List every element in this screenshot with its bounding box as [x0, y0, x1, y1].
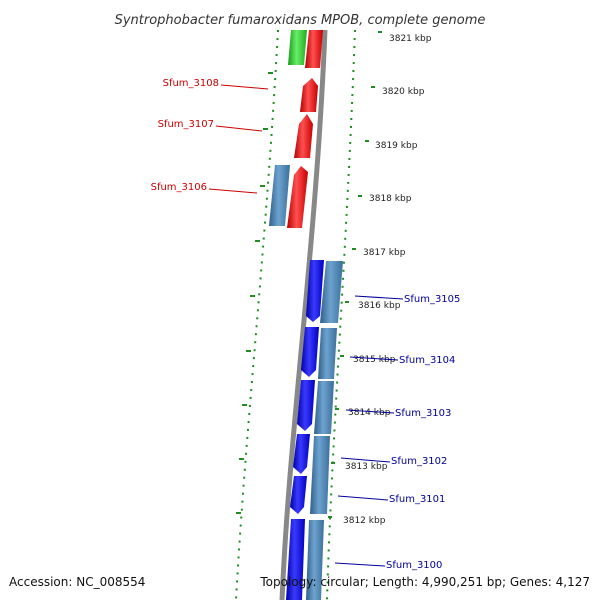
- map-title: Syntrophobacter fumaroxidans MPOB, compl…: [115, 13, 486, 28]
- gene-feature-sfum-3105[interactable]: [306, 260, 324, 322]
- inner-track-ticks: [236, 72, 273, 514]
- gene-feature-sfum-3107[interactable]: [294, 114, 313, 158]
- outer-dotted-track: [326, 29, 356, 600]
- topology-text: Topology: circular; Length: 4,990,251 bp…: [259, 575, 590, 589]
- scale-label: 3812 kbp: [343, 516, 386, 526]
- gene-label-sfum-3101[interactable]: Sfum_3101: [389, 494, 445, 505]
- genome-backbone: [279, 29, 328, 600]
- scale-labels: 3821 kbp 3820 kbp 3819 kbp 3818 kbp 3817…: [343, 34, 432, 526]
- gene-feature-sfum-3100[interactable]: [286, 519, 305, 600]
- scale-ticks: [328, 31, 382, 518]
- gene-label-sfum-3108[interactable]: Sfum_3108: [163, 78, 219, 89]
- gene-labels-right: Sfum_3105 Sfum_3104 Sfum_3103 Sfum_3102 …: [334, 294, 460, 571]
- gene-labels-left: Sfum_3108 Sfum_3107 Sfum_3106: [151, 78, 269, 194]
- gene-feature-sfum-3108[interactable]: [300, 78, 318, 112]
- scale-label: 3821 kbp: [389, 34, 432, 44]
- scale-label: 3818 kbp: [369, 194, 412, 204]
- gene-feature-sfum-3105-cds[interactable]: [320, 261, 343, 323]
- gene-feature-sfum-3106-cds[interactable]: [269, 165, 290, 226]
- scale-label: 3820 kbp: [382, 87, 425, 97]
- rna-gene-feature[interactable]: [288, 30, 307, 65]
- scale-label: 3817 kbp: [363, 248, 406, 258]
- gene-label-sfum-3107[interactable]: Sfum_3107: [158, 119, 214, 130]
- gene-label-sfum-3106[interactable]: Sfum_3106: [151, 182, 207, 193]
- scale-label: 3814 kbp: [348, 408, 391, 418]
- gene-feature-sfum-3104-cds[interactable]: [318, 328, 337, 379]
- gene-feature-sfum-3104[interactable]: [301, 327, 319, 377]
- gene-label-sfum-3103[interactable]: Sfum_3103: [395, 408, 451, 419]
- gene-feature-sfum-3103-cds[interactable]: [314, 381, 334, 434]
- gene-feature-top-forward[interactable]: [305, 30, 323, 68]
- inner-dotted-track: [235, 29, 279, 600]
- accession-text: Accession: NC_008554: [9, 575, 145, 589]
- scale-label: 3815 kbp: [353, 355, 396, 365]
- scale-label: 3819 kbp: [375, 141, 418, 151]
- gene-label-sfum-3102[interactable]: Sfum_3102: [391, 456, 447, 467]
- gene-label-sfum-3105[interactable]: Sfum_3105: [404, 294, 460, 305]
- gene-label-sfum-3100[interactable]: Sfum_3100: [386, 560, 442, 571]
- gene-feature-sfum-3100-cds[interactable]: [306, 520, 324, 600]
- gene-feature-sfum-3102-cds[interactable]: [310, 436, 330, 514]
- gene-feature-sfum-3106[interactable]: [287, 166, 308, 228]
- scale-label: 3816 kbp: [358, 301, 401, 311]
- gene-feature-sfum-3103[interactable]: [297, 380, 315, 431]
- gene-feature-sfum-3101[interactable]: [290, 476, 307, 514]
- scale-label: 3813 kbp: [345, 462, 388, 472]
- gene-label-sfum-3104[interactable]: Sfum_3104: [399, 355, 455, 366]
- gene-feature-sfum-3102[interactable]: [293, 434, 310, 474]
